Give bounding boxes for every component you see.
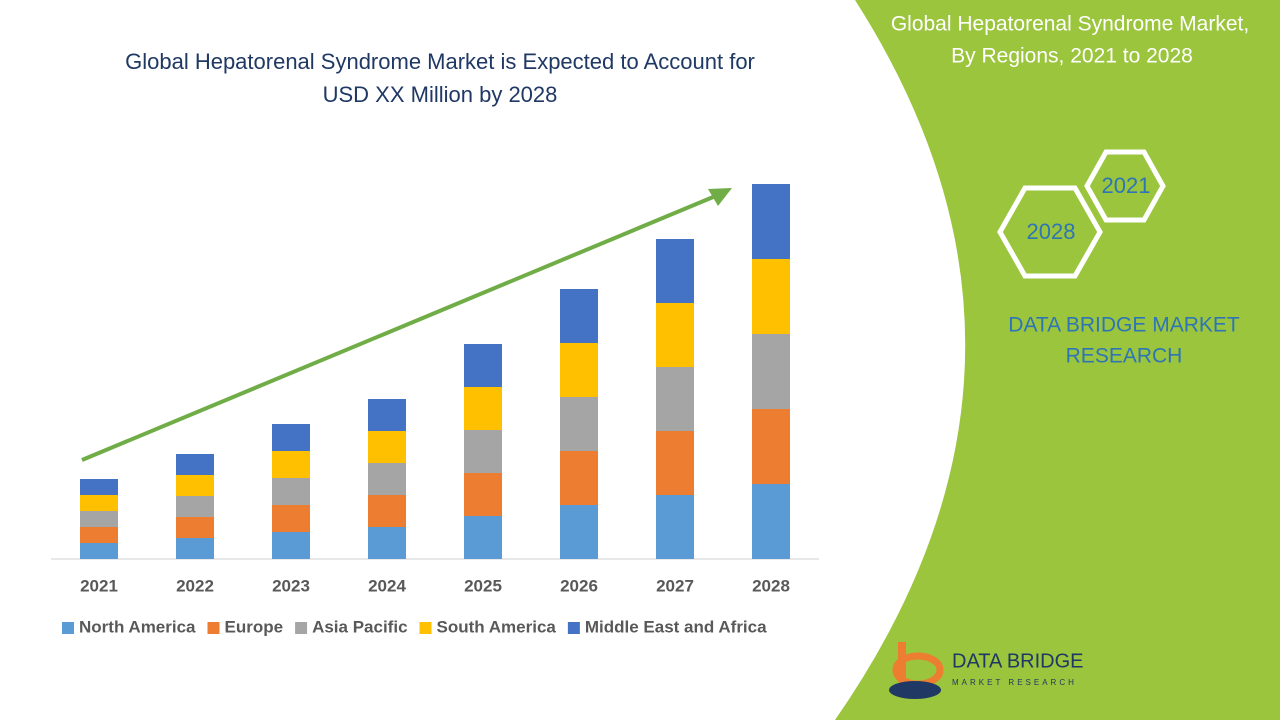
bar-segment	[464, 344, 502, 387]
bar-segment	[560, 397, 598, 451]
bar-segment	[272, 505, 310, 532]
bar-segment	[752, 409, 790, 484]
brand-text: RESEARCH	[1066, 345, 1183, 368]
bar-segment	[560, 451, 598, 505]
bar-segment	[464, 473, 502, 516]
bar-segment	[752, 184, 790, 259]
x-tick-label: 2027	[656, 576, 694, 595]
bar-segment	[752, 484, 790, 559]
bar-segment	[464, 516, 502, 559]
bar-segment	[176, 454, 214, 475]
x-tick-label: 2026	[560, 576, 598, 595]
bar-segment	[368, 463, 406, 495]
bar-segment	[656, 239, 694, 303]
bar-segment	[176, 475, 214, 496]
bar-segment	[272, 424, 310, 451]
x-tick-label: 2024	[368, 576, 406, 595]
side-panel	[835, 0, 1280, 720]
bar-segment	[656, 303, 694, 367]
bar-segment	[560, 289, 598, 343]
chart-title: Global Hepatorenal Syndrome Market is Ex…	[125, 49, 755, 74]
x-tick-label: 2022	[176, 576, 214, 595]
legend-swatch	[419, 622, 432, 634]
bar-segment	[80, 495, 118, 511]
legend-swatch	[567, 622, 580, 634]
bar-segment	[176, 517, 214, 538]
hex-label: 2021	[1102, 173, 1151, 198]
bar-segment	[752, 259, 790, 334]
x-tick-label: 2028	[752, 576, 790, 595]
bar-segment	[752, 334, 790, 409]
legend-label: North America	[79, 617, 196, 636]
logo-name: DATA BRIDGE	[952, 650, 1084, 672]
panel-title: By Regions, 2021 to 2028	[951, 45, 1193, 68]
bar-segment	[656, 431, 694, 495]
legend-swatch	[62, 622, 74, 634]
legend-label: Asia Pacific	[312, 617, 407, 636]
legend-label: South America	[437, 617, 557, 636]
bar-segment	[80, 511, 118, 527]
logo-mark	[889, 681, 941, 699]
legend-swatch	[207, 622, 220, 634]
legend-label: Middle East and Africa	[585, 617, 767, 636]
bar-segment	[80, 543, 118, 559]
bar-segment	[272, 451, 310, 478]
bar-segment	[368, 399, 406, 431]
legend-swatch	[295, 622, 308, 634]
bar-segment	[560, 505, 598, 559]
hexagon	[997, 185, 1103, 279]
x-tick-label: 2023	[272, 576, 310, 595]
arrow-head	[708, 188, 732, 206]
brand-text: DATA BRIDGE MARKET	[1008, 314, 1240, 337]
bar-segment	[560, 343, 598, 397]
trend-arrow	[81, 193, 719, 462]
bar-segment	[656, 367, 694, 431]
bar-segment	[368, 527, 406, 559]
logo	[889, 642, 944, 699]
bar-segment	[80, 527, 118, 543]
bar-segment	[176, 538, 214, 559]
bar-segment	[368, 431, 406, 463]
x-tick-label: 2021	[80, 576, 118, 595]
hex-label: 2028	[1027, 219, 1076, 244]
bar-segment	[368, 495, 406, 527]
bar-segment	[464, 387, 502, 430]
bar-segment	[272, 478, 310, 505]
x-tick-label: 2025	[464, 576, 502, 595]
bar-segment	[272, 532, 310, 559]
bar-segment	[656, 495, 694, 559]
bar-segment	[80, 479, 118, 495]
bar-segment	[464, 430, 502, 473]
legend-label: Europe	[225, 617, 284, 636]
logo-tagline: MARKET RESEARCH	[952, 678, 1077, 687]
chart-title: USD XX Million by 2028	[323, 82, 558, 107]
hexagon	[1084, 149, 1166, 223]
bar-segment	[176, 496, 214, 517]
panel-title: Global Hepatorenal Syndrome Market,	[891, 13, 1249, 36]
